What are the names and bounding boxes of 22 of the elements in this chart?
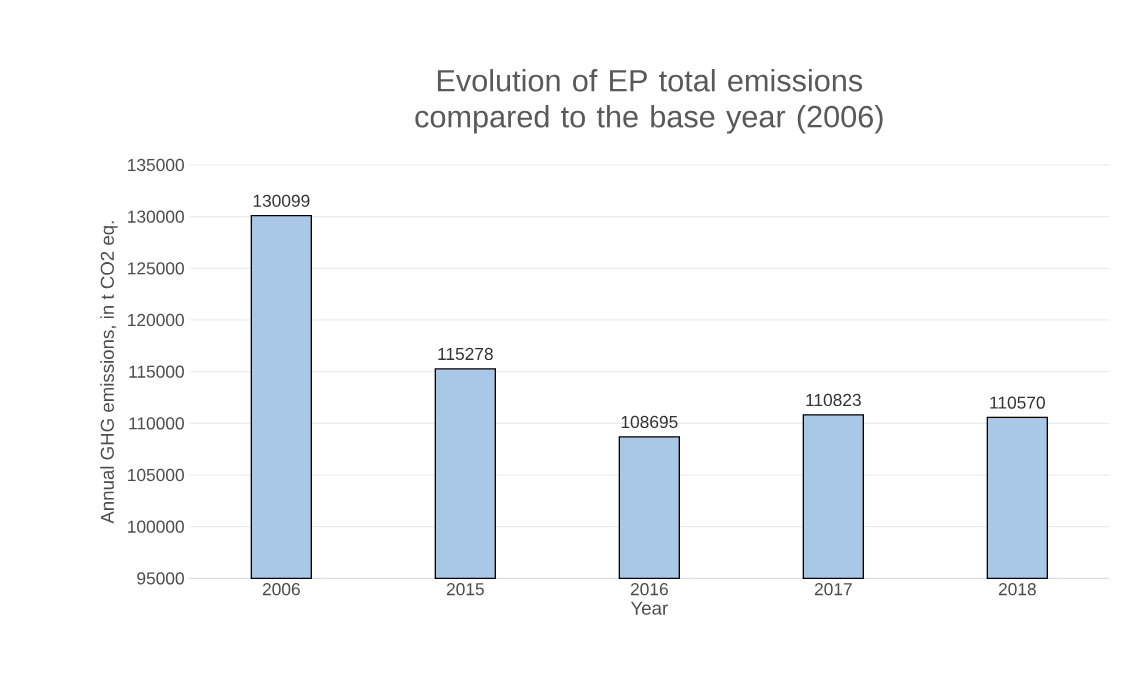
y-tick-label: 100000 (128, 520, 184, 533)
data-label: 110823 (806, 393, 861, 407)
x-tick-label: 2016 (630, 583, 668, 596)
data-label: 108695 (621, 415, 678, 429)
y-tick-label: 95000 (137, 572, 184, 585)
y-axis-title: Annual GHG emissions, in t CO2 eq. (100, 221, 118, 524)
x-tick-label: 2015 (446, 583, 484, 596)
y-tick-label: 125000 (128, 262, 184, 275)
y-tick-label: 135000 (128, 158, 184, 172)
x-tick-label: 2017 (814, 583, 852, 596)
y-tick-label: 115000 (129, 365, 184, 378)
data-label: 130099 (253, 194, 310, 207)
chart-title: Evolution of EP total emissions compared to the base year (2006) (415, 69, 883, 134)
x-tick-label: 2006 (262, 583, 300, 596)
y-tick-label: 120000 (128, 313, 184, 327)
y-tick-label: 105000 (128, 468, 184, 482)
data-label: 115278 (438, 347, 493, 361)
data-label: 110570 (990, 396, 1045, 409)
x-tick-label: 2018 (998, 583, 1036, 596)
y-tick-label: 130000 (128, 210, 184, 223)
x-axis-title: Year (630, 601, 668, 615)
y-tick-label: 110000 (129, 417, 184, 430)
